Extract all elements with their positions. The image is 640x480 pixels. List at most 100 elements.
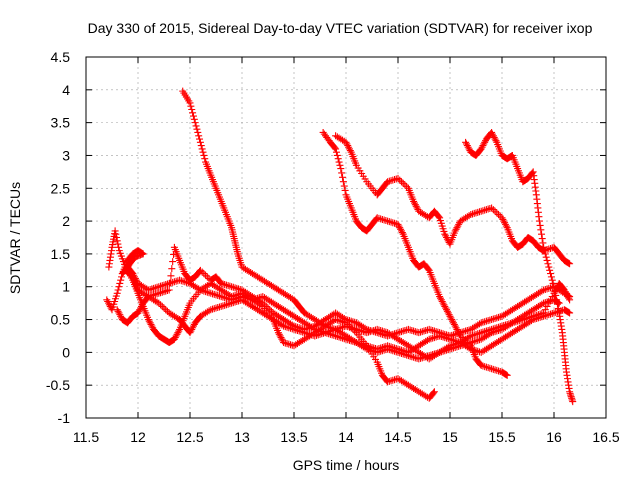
data-point bbox=[488, 130, 496, 138]
data-point bbox=[274, 329, 282, 337]
data-point bbox=[158, 302, 166, 310]
data-point bbox=[172, 332, 180, 340]
data-point bbox=[338, 169, 346, 177]
data-point bbox=[196, 138, 204, 146]
data-point bbox=[491, 135, 499, 143]
data-point bbox=[500, 217, 508, 225]
data-point bbox=[441, 302, 449, 310]
data-point bbox=[170, 335, 178, 343]
data-point bbox=[394, 174, 402, 182]
data-point bbox=[196, 135, 204, 143]
data-point bbox=[171, 334, 179, 342]
data-point bbox=[536, 221, 544, 229]
data-point bbox=[190, 115, 198, 123]
data-point bbox=[465, 145, 473, 153]
y-tick-labels: -1 -0.5 0 0.5 1 1.5 2 2.5 3 3.5 4 4.5 bbox=[46, 49, 70, 426]
data-point bbox=[261, 301, 269, 309]
data-point bbox=[446, 312, 454, 320]
data-point bbox=[277, 334, 285, 342]
data-point bbox=[278, 335, 286, 343]
y-tick-label: 1.5 bbox=[51, 246, 71, 262]
data-point bbox=[118, 273, 126, 281]
y-tick-label: 4.5 bbox=[51, 49, 71, 65]
data-point bbox=[202, 271, 210, 279]
data-point bbox=[342, 138, 350, 146]
data-point bbox=[480, 140, 488, 148]
data-point bbox=[259, 299, 267, 307]
data-point bbox=[398, 229, 406, 237]
y-tick-label: 2 bbox=[62, 213, 70, 229]
data-point bbox=[186, 99, 194, 107]
data-point bbox=[436, 294, 444, 302]
data-point bbox=[488, 128, 496, 136]
data-point bbox=[566, 293, 574, 301]
x-tick-label: 12.5 bbox=[176, 429, 203, 445]
data-point bbox=[203, 273, 211, 281]
data-point bbox=[148, 322, 156, 330]
data-point bbox=[135, 307, 143, 315]
data-point bbox=[451, 227, 459, 235]
data-point bbox=[538, 300, 546, 308]
data-point bbox=[344, 142, 352, 150]
data-point bbox=[499, 215, 507, 223]
data-point bbox=[396, 224, 404, 232]
data-point bbox=[337, 165, 345, 173]
data-point bbox=[465, 344, 473, 352]
x-tick-label: 14.5 bbox=[384, 429, 411, 445]
data-point bbox=[542, 253, 550, 261]
data-point bbox=[437, 296, 445, 304]
data-point bbox=[546, 266, 554, 274]
y-tick-label: 0 bbox=[62, 344, 70, 360]
x-tick-labels: 11.5 12 12.5 13 13.5 14 14.5 15 15.5 16 16.5 bbox=[73, 429, 620, 445]
data-point bbox=[115, 283, 123, 291]
data-point bbox=[492, 137, 500, 145]
data-point bbox=[341, 186, 349, 194]
data-point bbox=[103, 296, 111, 304]
y-tick-label: -0.5 bbox=[46, 377, 70, 393]
data-point bbox=[160, 304, 168, 312]
data-point bbox=[442, 304, 450, 312]
y-tick-label: 4 bbox=[62, 82, 70, 98]
data-point bbox=[197, 142, 205, 150]
data-point bbox=[264, 304, 272, 312]
data-point bbox=[147, 320, 155, 328]
data-point bbox=[346, 147, 354, 155]
data-point bbox=[502, 222, 510, 230]
data-point bbox=[332, 145, 340, 153]
data-point bbox=[136, 306, 144, 314]
data-point bbox=[501, 219, 509, 227]
x-tick-label: 14 bbox=[338, 429, 354, 445]
data-point bbox=[116, 279, 124, 287]
data-point bbox=[113, 289, 121, 297]
data-point bbox=[334, 155, 342, 163]
x-tick-label: 15 bbox=[442, 429, 458, 445]
data-point bbox=[412, 202, 420, 210]
data-point bbox=[189, 112, 197, 120]
data-point bbox=[489, 132, 497, 140]
data-point bbox=[411, 201, 419, 209]
data-point bbox=[541, 306, 549, 314]
data-point bbox=[445, 311, 453, 319]
data-point bbox=[162, 306, 170, 314]
data-point bbox=[343, 140, 351, 148]
data-point bbox=[566, 309, 574, 317]
data-point bbox=[205, 307, 213, 315]
series-arc-H bbox=[118, 247, 574, 356]
data-point bbox=[340, 182, 348, 190]
data-point bbox=[397, 227, 405, 235]
data-point bbox=[413, 204, 421, 212]
data-point bbox=[535, 217, 543, 225]
data-point bbox=[333, 151, 341, 159]
data-point bbox=[462, 140, 470, 148]
x-tick-label: 15.5 bbox=[488, 429, 515, 445]
data-point bbox=[443, 307, 451, 315]
data-point bbox=[155, 299, 163, 307]
data-point bbox=[195, 132, 203, 140]
x-tick-label: 13 bbox=[234, 429, 250, 445]
data-point bbox=[361, 324, 369, 332]
data-point bbox=[193, 125, 201, 133]
data-point bbox=[187, 327, 195, 335]
data-point bbox=[443, 306, 451, 314]
data-point bbox=[401, 181, 409, 189]
data-point bbox=[188, 325, 196, 333]
